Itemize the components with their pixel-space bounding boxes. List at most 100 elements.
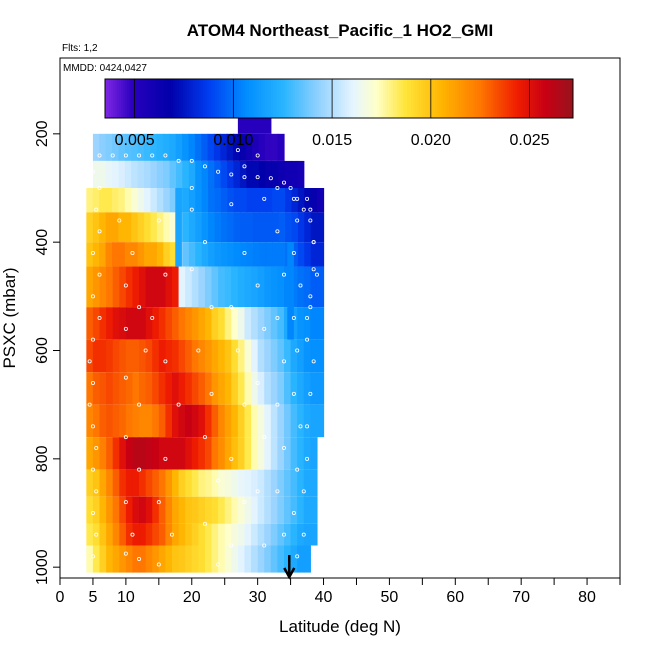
track-point bbox=[291, 510, 296, 515]
track-point bbox=[242, 175, 247, 180]
colorbar-segment bbox=[411, 79, 414, 118]
heatmap-cell bbox=[158, 307, 167, 340]
colorbar-segment bbox=[287, 79, 290, 118]
heatmap-cell bbox=[290, 372, 298, 405]
colorbar-segment bbox=[317, 79, 320, 118]
heatmap-cell bbox=[310, 307, 318, 340]
heatmap-cell bbox=[270, 469, 279, 497]
colorbar-segment bbox=[145, 79, 148, 118]
heatmap-cell bbox=[303, 266, 311, 308]
heatmap-cell bbox=[137, 242, 145, 267]
heatmap-cell bbox=[231, 469, 239, 497]
colorbar-segment bbox=[253, 79, 256, 118]
colorbar-tick-label: 0.010 bbox=[213, 132, 253, 149]
colorbar-segment bbox=[477, 79, 480, 118]
heatmap-cell bbox=[211, 307, 219, 340]
colorbar-segment bbox=[501, 79, 504, 118]
chart-title: ATOM4 Northeast_Pacific_1 HO2_GMI bbox=[187, 21, 493, 40]
heatmap-cell bbox=[245, 133, 253, 161]
heatmap-cell bbox=[227, 160, 235, 188]
heatmap-cell bbox=[297, 160, 305, 188]
heatmap-cell bbox=[244, 339, 252, 373]
colorbar-segment bbox=[195, 79, 198, 118]
colorbar-segment bbox=[119, 79, 122, 118]
heatmap-cell bbox=[204, 372, 213, 405]
heatmap-cell bbox=[272, 212, 280, 243]
colorbar-segment bbox=[203, 79, 206, 118]
colorbar-segment bbox=[549, 79, 552, 118]
track-point bbox=[242, 164, 247, 169]
colorbar-segment bbox=[455, 79, 458, 118]
colorbar-segment bbox=[193, 79, 196, 118]
colorbar-segment bbox=[381, 79, 384, 118]
heatmap-cell bbox=[158, 404, 167, 438]
colorbar-segment bbox=[469, 79, 472, 118]
heatmap-cell bbox=[169, 160, 177, 188]
colorbar-segment bbox=[419, 79, 422, 118]
heatmap-cell bbox=[191, 496, 199, 524]
colorbar-segment bbox=[553, 79, 556, 118]
colorbar-segment bbox=[529, 79, 532, 118]
heatmap-cell bbox=[188, 133, 196, 161]
colorbar-segment bbox=[465, 79, 468, 118]
heatmap-cell bbox=[244, 545, 252, 573]
x-tick-label: 0 bbox=[56, 589, 65, 606]
colorbar-segment bbox=[307, 79, 310, 118]
track-point bbox=[150, 153, 155, 158]
colorbar-segment bbox=[375, 79, 378, 118]
heatmap-cell bbox=[257, 372, 265, 405]
track-point bbox=[90, 337, 95, 342]
track-point bbox=[90, 467, 95, 472]
x-tick-label: 60 bbox=[446, 589, 464, 606]
heatmap-cell bbox=[185, 523, 193, 546]
heatmap-cell bbox=[303, 469, 311, 497]
heatmap-cell bbox=[290, 339, 298, 373]
colorbar-segment bbox=[105, 79, 108, 118]
heatmap-cell bbox=[218, 437, 226, 470]
heatmap-cell bbox=[106, 496, 114, 524]
track-point bbox=[262, 543, 267, 548]
heatmap-cell bbox=[264, 496, 272, 524]
heatmap-cell bbox=[150, 188, 158, 213]
heatmap-cell bbox=[198, 496, 206, 524]
colorbar-segment bbox=[247, 79, 250, 118]
heatmap-cell bbox=[119, 437, 127, 470]
heatmap-cell bbox=[270, 545, 279, 573]
colorbar-segment bbox=[257, 79, 260, 118]
track-point bbox=[235, 148, 240, 153]
track-point bbox=[163, 153, 168, 158]
heatmap-cell bbox=[182, 160, 190, 188]
heatmap-cell bbox=[226, 133, 234, 161]
heatmap-cell bbox=[303, 372, 311, 405]
colorbar-segment bbox=[519, 79, 522, 118]
colorbar-segment bbox=[509, 79, 512, 118]
track-point bbox=[163, 272, 168, 277]
y-tick-label: 400 bbox=[34, 229, 51, 256]
colorbar-segment bbox=[237, 79, 240, 118]
heatmap-cell bbox=[237, 404, 246, 438]
heatmap-cell bbox=[290, 307, 298, 340]
heatmap-cell bbox=[124, 133, 132, 161]
colorbar-segment bbox=[345, 79, 348, 118]
heatmap-cell bbox=[284, 339, 292, 373]
colorbar-segment bbox=[387, 79, 390, 118]
heatmap-cell bbox=[233, 212, 241, 243]
colorbar-segment bbox=[181, 79, 184, 118]
heatmap-cell bbox=[198, 339, 206, 373]
heatmap-cell bbox=[145, 339, 153, 373]
track-point bbox=[90, 510, 95, 515]
colorbar-segment bbox=[511, 79, 514, 118]
track-point bbox=[262, 326, 267, 331]
colorbar-segment bbox=[531, 79, 534, 118]
colorbar-segment bbox=[115, 79, 118, 118]
track-point bbox=[308, 207, 313, 212]
flight-track-layer bbox=[87, 148, 319, 567]
heatmap-cell bbox=[86, 545, 94, 573]
heatmap-cell bbox=[175, 188, 182, 267]
track-point bbox=[137, 153, 142, 158]
heatmap-cell bbox=[259, 242, 267, 267]
heatmap-cell bbox=[214, 160, 222, 188]
heatmap-cell bbox=[165, 339, 173, 373]
heatmap-cell bbox=[284, 496, 292, 524]
track-point bbox=[87, 359, 92, 364]
